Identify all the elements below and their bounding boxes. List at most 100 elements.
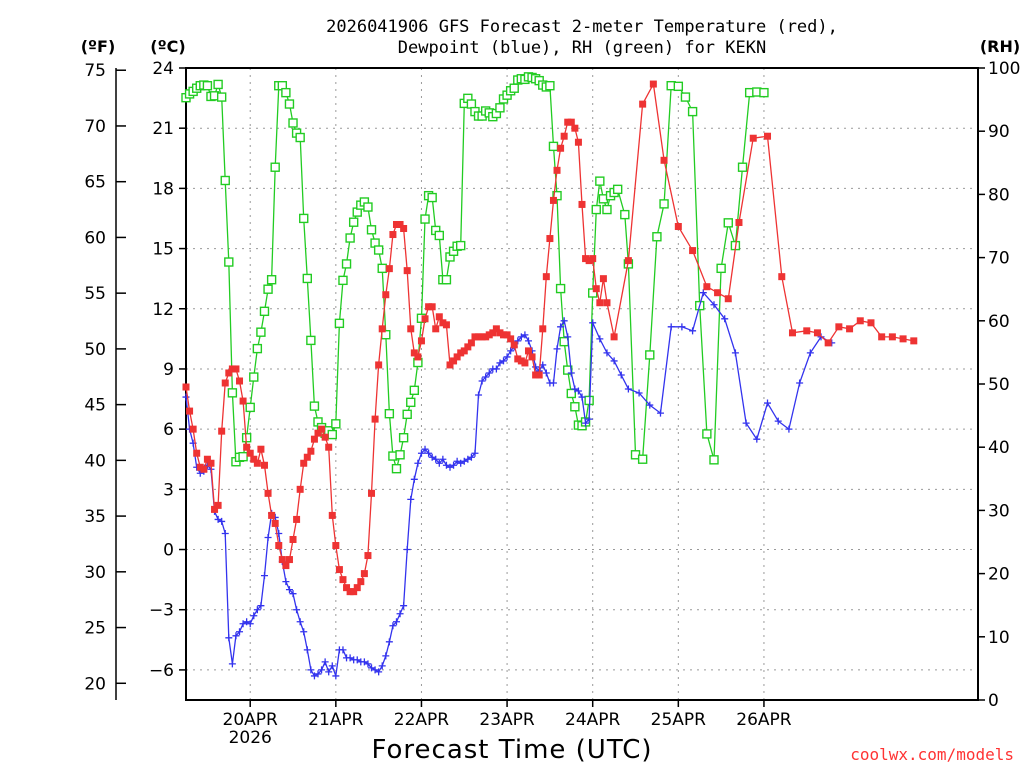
temperature-point (450, 357, 458, 365)
temperature-point (307, 447, 315, 455)
dewpoint-point (485, 369, 493, 377)
dewpoint-point (382, 652, 390, 660)
temperature-point (510, 341, 518, 349)
dewpoint-point (285, 586, 293, 594)
temperature-point (557, 144, 565, 152)
dewpoint-point (364, 660, 372, 668)
temperature-point (421, 315, 429, 323)
temperature-point (368, 489, 376, 497)
rh-tick-label: 90 (988, 122, 1010, 142)
rh-point (645, 350, 655, 360)
temperature-point (560, 132, 568, 140)
temperature-point (824, 339, 832, 347)
fahrenheit-tick-label: 50 (84, 340, 106, 360)
series-line (185, 76, 764, 472)
dewpoint-point (753, 435, 761, 443)
temperature-point (496, 329, 504, 337)
temperature-point (764, 132, 772, 140)
temperature-point (400, 225, 408, 233)
dewpoint-point (578, 393, 586, 401)
temperature-point (207, 459, 215, 467)
temperature-point (532, 371, 540, 379)
dewpoint-point (389, 622, 397, 630)
temperature-point (574, 138, 582, 146)
dewpoint-point (392, 618, 400, 626)
temperature-point (578, 200, 586, 208)
temperature-point (232, 365, 240, 373)
temperature-point (507, 335, 515, 343)
celsius-tick-label: −3 (149, 601, 174, 621)
temperature-point (346, 588, 354, 596)
temperature-point (867, 319, 875, 327)
dewpoint-point (496, 359, 504, 367)
temperature-point (375, 361, 383, 369)
rh-point (456, 240, 466, 251)
temperature-point (439, 319, 447, 327)
dewpoint-point (475, 391, 483, 399)
x-tick-year-label: 2026 (229, 728, 272, 748)
temperature-point (332, 542, 340, 550)
dewpoint-point (446, 463, 454, 471)
dewpoint-point (332, 672, 340, 680)
rh-point (441, 275, 452, 285)
temperature-point (353, 584, 361, 592)
temperature-point (475, 333, 483, 341)
rh-point (716, 263, 726, 274)
rh-point (466, 99, 477, 109)
temperature-point (392, 220, 400, 228)
temperature-point (271, 519, 279, 527)
temperature-point (524, 347, 532, 355)
dewpoint-point (524, 337, 532, 345)
temperature-point (446, 361, 454, 369)
rh-tick-label: 50 (988, 375, 1010, 395)
temperature-point (339, 576, 347, 584)
temperature-point (403, 267, 411, 275)
dewpoint-point (250, 612, 258, 620)
rh-point (723, 218, 733, 228)
dewpoint-point (417, 449, 425, 457)
dewpoint-point (796, 379, 804, 387)
dewpoint-point (435, 459, 443, 467)
watermark-link[interactable]: coolwx.com/models (850, 745, 1014, 764)
temperature-point (321, 433, 329, 441)
rh-point (570, 402, 580, 412)
rh-point (348, 217, 359, 227)
rh-point (402, 409, 412, 420)
rh-point (591, 204, 601, 215)
dewpoint-point (582, 419, 590, 427)
dewpoint-point (232, 632, 240, 640)
rh-point (227, 388, 238, 398)
dewpoint-point (517, 333, 525, 341)
celsius-tick-label: 0 (163, 541, 174, 561)
dewpoint-point (574, 387, 582, 395)
rh-point (409, 385, 420, 396)
rh-point (588, 288, 598, 298)
temperature-point (553, 166, 561, 174)
dewpoint-point (228, 660, 236, 668)
rh-point (338, 275, 348, 286)
dewpoint-point (328, 662, 336, 670)
rh-point (284, 99, 295, 109)
dewpoint-point (482, 373, 490, 381)
rh-tick-label: 30 (988, 501, 1010, 521)
temperature-point (396, 220, 404, 228)
dewpoint-point (610, 357, 618, 365)
rh-point (366, 225, 377, 235)
fahrenheit-tick-label: 45 (84, 396, 106, 416)
rh-tick-label: 70 (988, 249, 1010, 269)
dewpoint-point (596, 335, 604, 343)
temperature-point (410, 349, 418, 357)
dewpoint-point (585, 415, 593, 423)
temperature-point (788, 329, 796, 337)
rh-point (552, 190, 562, 201)
celsius-axis: 24 21 18 15 12 9 6 3 0 −3 −6 (149, 59, 186, 681)
rh-point (331, 419, 341, 429)
temperature-point (442, 321, 450, 329)
rh-tick-label: 100 (988, 59, 1020, 79)
temperature-point (846, 325, 854, 333)
temperature-point (489, 329, 497, 337)
temperature-point (264, 489, 272, 497)
dewpoint-point (368, 664, 376, 672)
temperature-point (649, 80, 657, 88)
rh-point (680, 92, 691, 102)
